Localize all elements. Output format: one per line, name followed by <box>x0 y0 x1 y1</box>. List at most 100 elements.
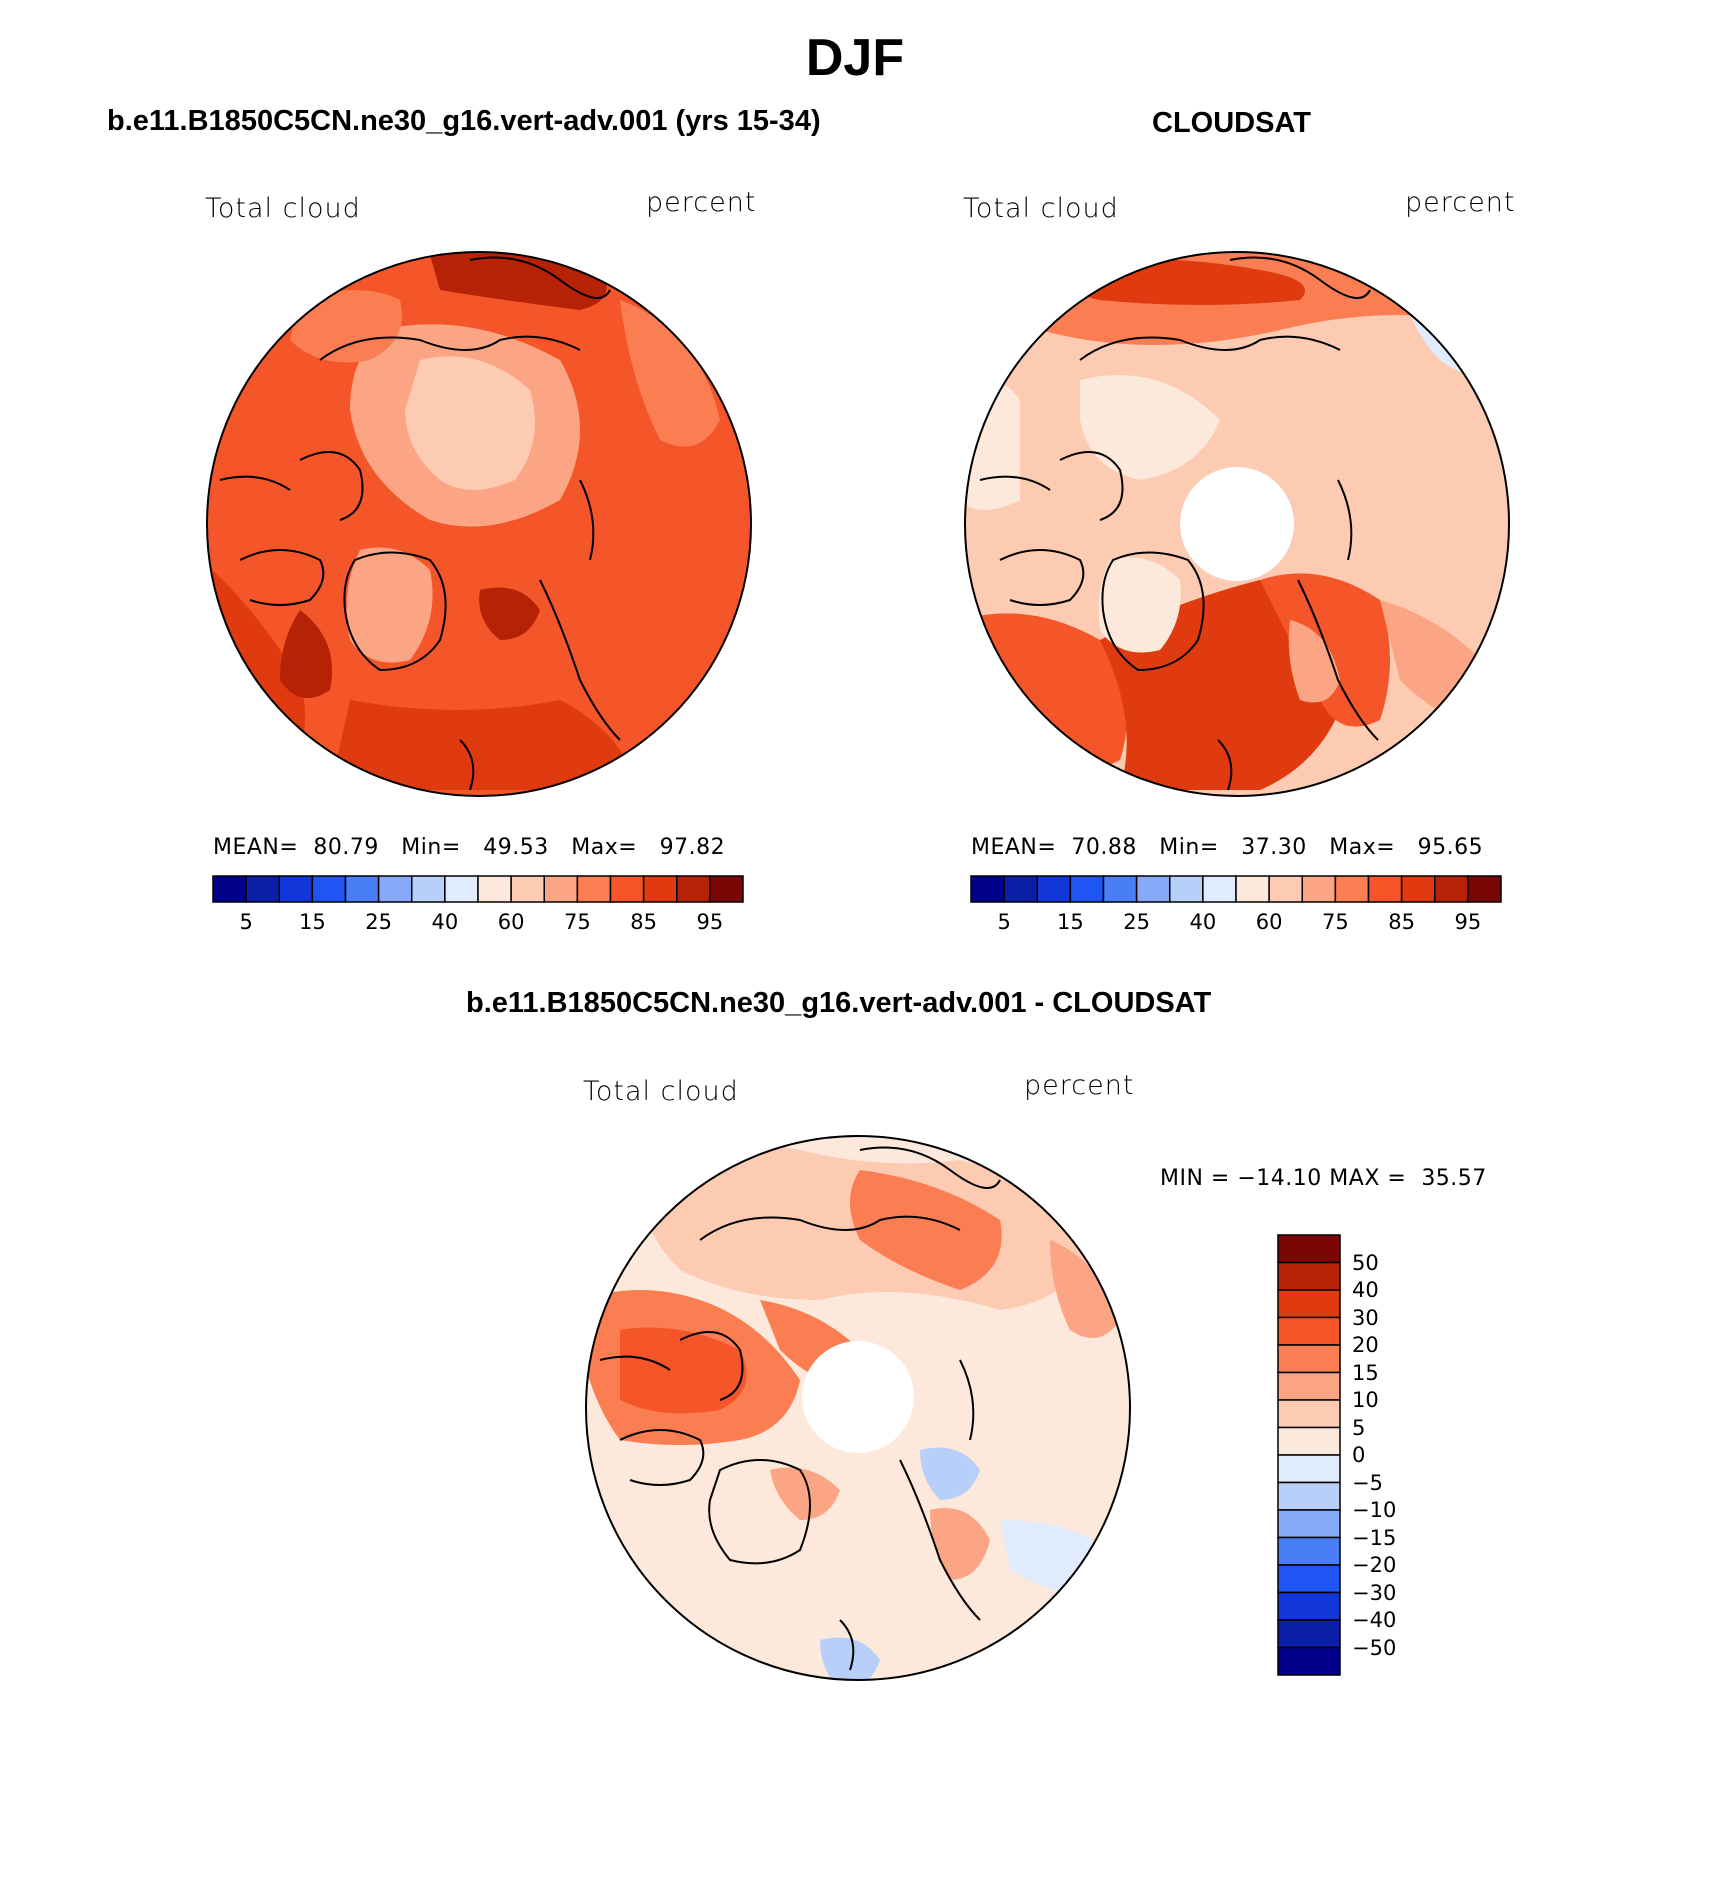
map-obs-border <box>964 251 1510 797</box>
panel-title-obs: CLOUDSAT <box>1152 107 1311 139</box>
colorbar-swatch <box>1277 1261 1341 1291</box>
diff-min-value: −14.10 <box>1237 1166 1322 1191</box>
obs-min-label: Min= <box>1159 835 1219 860</box>
colorbar-swatch <box>1277 1289 1341 1319</box>
colorbar-swatch <box>1202 875 1237 903</box>
panel-model-units-label: percent <box>646 187 757 218</box>
map-difference <box>586 1136 1130 1680</box>
colorbar-swatch <box>1277 1316 1341 1346</box>
colorbar-swatch <box>609 875 645 903</box>
colorbar-swatch <box>1277 1426 1341 1456</box>
colorbar-swatch <box>245 875 280 903</box>
colorbar-tick-label: 5 <box>239 910 253 934</box>
colorbar-swatch <box>1367 875 1403 903</box>
colorbar-tick-label: 40 <box>1189 910 1217 934</box>
diff-max-label: MAX = <box>1329 1166 1407 1191</box>
colorbar-swatch <box>1036 875 1072 903</box>
colorbar-swatch <box>642 875 678 903</box>
colorbar-swatch <box>1334 875 1370 903</box>
colorbar-swatch <box>311 875 347 903</box>
colorbar-tick-label: 50 <box>1352 1250 1379 1275</box>
diff-variable-label: Total cloud <box>583 1076 739 1107</box>
colorbar-obs <box>970 875 1502 903</box>
colorbar-swatch <box>1277 1509 1341 1539</box>
colorbar-swatch <box>477 875 512 903</box>
colorbar-tick-label: −50 <box>1352 1635 1397 1660</box>
colorbar-swatch <box>1268 875 1303 903</box>
model-mean-label: MEAN= <box>213 835 299 860</box>
colorbar-tick-label: 25 <box>365 910 392 934</box>
colorbar-swatch <box>1135 875 1171 903</box>
colorbar-tick-label: −10 <box>1352 1498 1397 1522</box>
colorbar-tick-label: 60 <box>1255 910 1283 934</box>
colorbar-swatch <box>1277 1646 1341 1676</box>
obs-mean-value: 70.88 <box>1071 835 1137 860</box>
colorbar-tick-label: 0 <box>1352 1443 1366 1467</box>
diff-min-label: MIN = <box>1160 1166 1230 1191</box>
colorbar-tick-label: 95 <box>696 910 724 934</box>
colorbar-swatch <box>1277 1371 1341 1401</box>
colorbar-swatch <box>1003 875 1038 903</box>
colorbar-tick-label: 15 <box>299 910 326 934</box>
colorbar-swatch <box>411 875 446 903</box>
colorbar-swatch <box>444 875 479 903</box>
colorbar-tick-label: 75 <box>564 910 591 934</box>
colorbar-tick-label: 85 <box>630 910 657 934</box>
colorbar-tick-label: 30 <box>1352 1305 1379 1330</box>
colorbar-tick-label: 5 <box>1352 1415 1366 1440</box>
colorbar-tick-label: 40 <box>1352 1278 1379 1302</box>
colorbar-tick-label: −40 <box>1352 1608 1397 1632</box>
diff-units-label: percent <box>1024 1070 1135 1101</box>
colorbar-tick-label: 95 <box>1454 910 1482 934</box>
colorbar-swatch <box>543 875 579 903</box>
panel-obs-units-label: percent <box>1405 187 1516 218</box>
colorbar-tick-label: −20 <box>1352 1553 1397 1577</box>
model-mean-value: 80.79 <box>313 835 379 860</box>
obs-max-label: Max= <box>1329 835 1396 860</box>
colorbar-swatch <box>1467 875 1502 903</box>
obs-max-value: 95.65 <box>1417 835 1484 860</box>
diff-stats: MIN = −14.10 MAX = 35.57 <box>1160 1166 1487 1191</box>
colorbar-tick-label: −5 <box>1352 1470 1383 1495</box>
colorbar-swatch <box>510 875 545 903</box>
panel-model-variable-label: Total cloud <box>205 193 361 224</box>
colorbar-swatch <box>1277 1344 1341 1374</box>
colorbar-swatch <box>1235 875 1270 903</box>
colorbar-swatch <box>377 875 413 903</box>
colorbar-swatch <box>1169 875 1204 903</box>
colorbar-tick-label: 75 <box>1322 910 1349 934</box>
colorbar-swatch <box>1277 1564 1341 1594</box>
colorbar-tick-label: 25 <box>1123 910 1150 934</box>
colorbar-swatch <box>676 875 711 903</box>
map-model-border <box>206 251 752 797</box>
obs-mean-label: MEAN= <box>971 835 1057 860</box>
colorbar-tick-label: 10 <box>1352 1388 1379 1412</box>
model-max-value: 97.82 <box>659 835 726 860</box>
colorbar-tick-label: 60 <box>497 910 525 934</box>
model-stats: MEAN= 80.79 Min= 49.53 Max= 97.82 <box>213 835 725 860</box>
obs-min-value: 37.30 <box>1241 835 1307 860</box>
diff-max-value: 35.57 <box>1421 1166 1487 1191</box>
panel-title-difference: b.e11.B1850C5CN.ne30_g16.vert-adv.001 - … <box>466 987 1212 1019</box>
colorbar-swatch <box>212 875 247 903</box>
colorbar-swatch <box>1277 1536 1341 1566</box>
colorbar-swatch <box>344 875 380 903</box>
colorbar-tick-label: 15 <box>1057 910 1084 934</box>
colorbar-swatch <box>970 875 1005 903</box>
colorbar-tick-label: −30 <box>1352 1580 1397 1605</box>
colorbar-tick-label: 5 <box>997 910 1011 934</box>
colorbar-tick-label: −15 <box>1352 1525 1397 1550</box>
colorbar-swatch <box>1277 1481 1341 1511</box>
colorbar-tick-label: 40 <box>431 910 459 934</box>
colorbar-swatch <box>1301 875 1337 903</box>
panel-obs-variable-label: Total cloud <box>963 193 1119 224</box>
colorbar-swatch <box>1277 1234 1341 1264</box>
colorbar-swatch <box>1277 1619 1341 1649</box>
colorbar-swatch <box>1277 1454 1341 1484</box>
colorbar-swatch <box>1069 875 1105 903</box>
colorbar-model <box>212 875 744 903</box>
colorbar-swatch <box>1277 1399 1341 1429</box>
obs-stats: MEAN= 70.88 Min= 37.30 Max= 95.65 <box>971 835 1483 860</box>
figure-title: DJF <box>805 29 905 87</box>
